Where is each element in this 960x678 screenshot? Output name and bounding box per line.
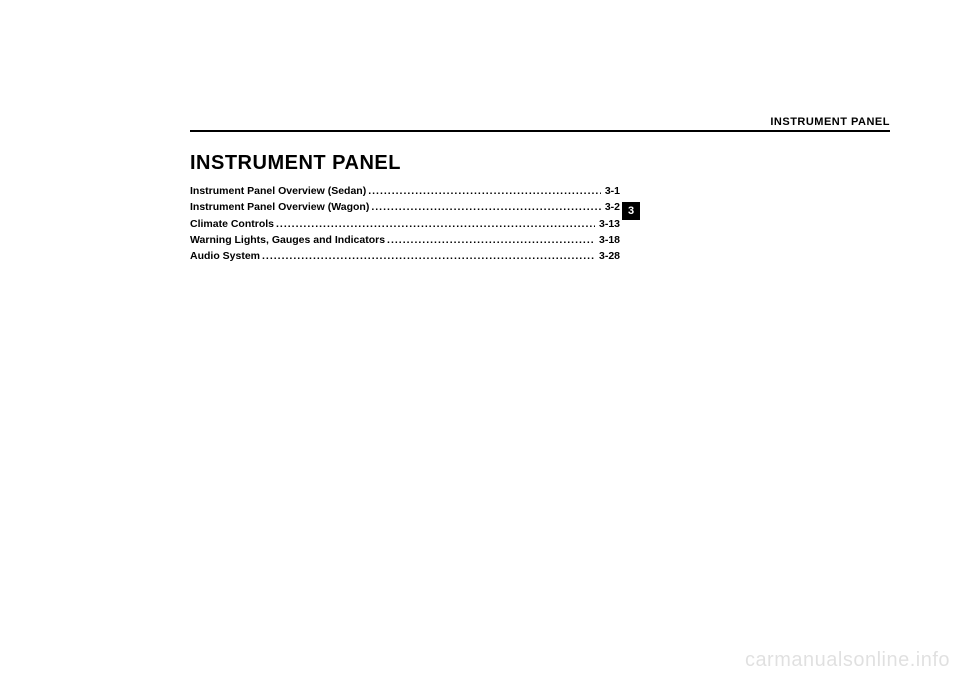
toc-label: Warning Lights, Gauges and Indicators bbox=[190, 232, 385, 248]
chapter-tab: 3 bbox=[622, 202, 640, 220]
running-header: INSTRUMENT PANEL bbox=[190, 116, 890, 128]
content-block: INSTRUMENT PANEL Instrument Panel Overvi… bbox=[190, 152, 620, 264]
toc-row: Warning Lights, Gauges and Indicators 3-… bbox=[190, 232, 620, 248]
toc-row: Climate Controls 3-13 bbox=[190, 216, 620, 232]
toc-row: Audio System 3-28 bbox=[190, 248, 620, 264]
toc-page: 3-13 bbox=[595, 216, 620, 232]
page-container: INSTRUMENT PANEL INSTRUMENT PANEL Instru… bbox=[190, 130, 890, 264]
toc-leader bbox=[274, 216, 595, 232]
toc-label: Climate Controls bbox=[190, 216, 274, 232]
toc-page: 3-28 bbox=[595, 248, 620, 264]
toc-leader bbox=[385, 232, 595, 248]
toc-label: Instrument Panel Overview (Sedan) bbox=[190, 183, 366, 199]
toc-page: 3-18 bbox=[595, 232, 620, 248]
watermark-text: carmanualsonline.info bbox=[745, 649, 950, 672]
toc-leader bbox=[260, 248, 595, 264]
toc-page: 3-1 bbox=[601, 183, 620, 199]
toc-label: Audio System bbox=[190, 248, 260, 264]
header-rule-bottom bbox=[190, 131, 890, 132]
toc-row: Instrument Panel Overview (Sedan) 3-1 bbox=[190, 183, 620, 199]
toc-label: Instrument Panel Overview (Wagon) bbox=[190, 199, 369, 215]
toc-leader bbox=[366, 183, 601, 199]
section-title: INSTRUMENT PANEL bbox=[190, 152, 620, 175]
toc-page: 3-2 bbox=[601, 199, 620, 215]
toc-leader bbox=[369, 199, 601, 215]
toc-row: Instrument Panel Overview (Wagon) 3-2 bbox=[190, 199, 620, 215]
